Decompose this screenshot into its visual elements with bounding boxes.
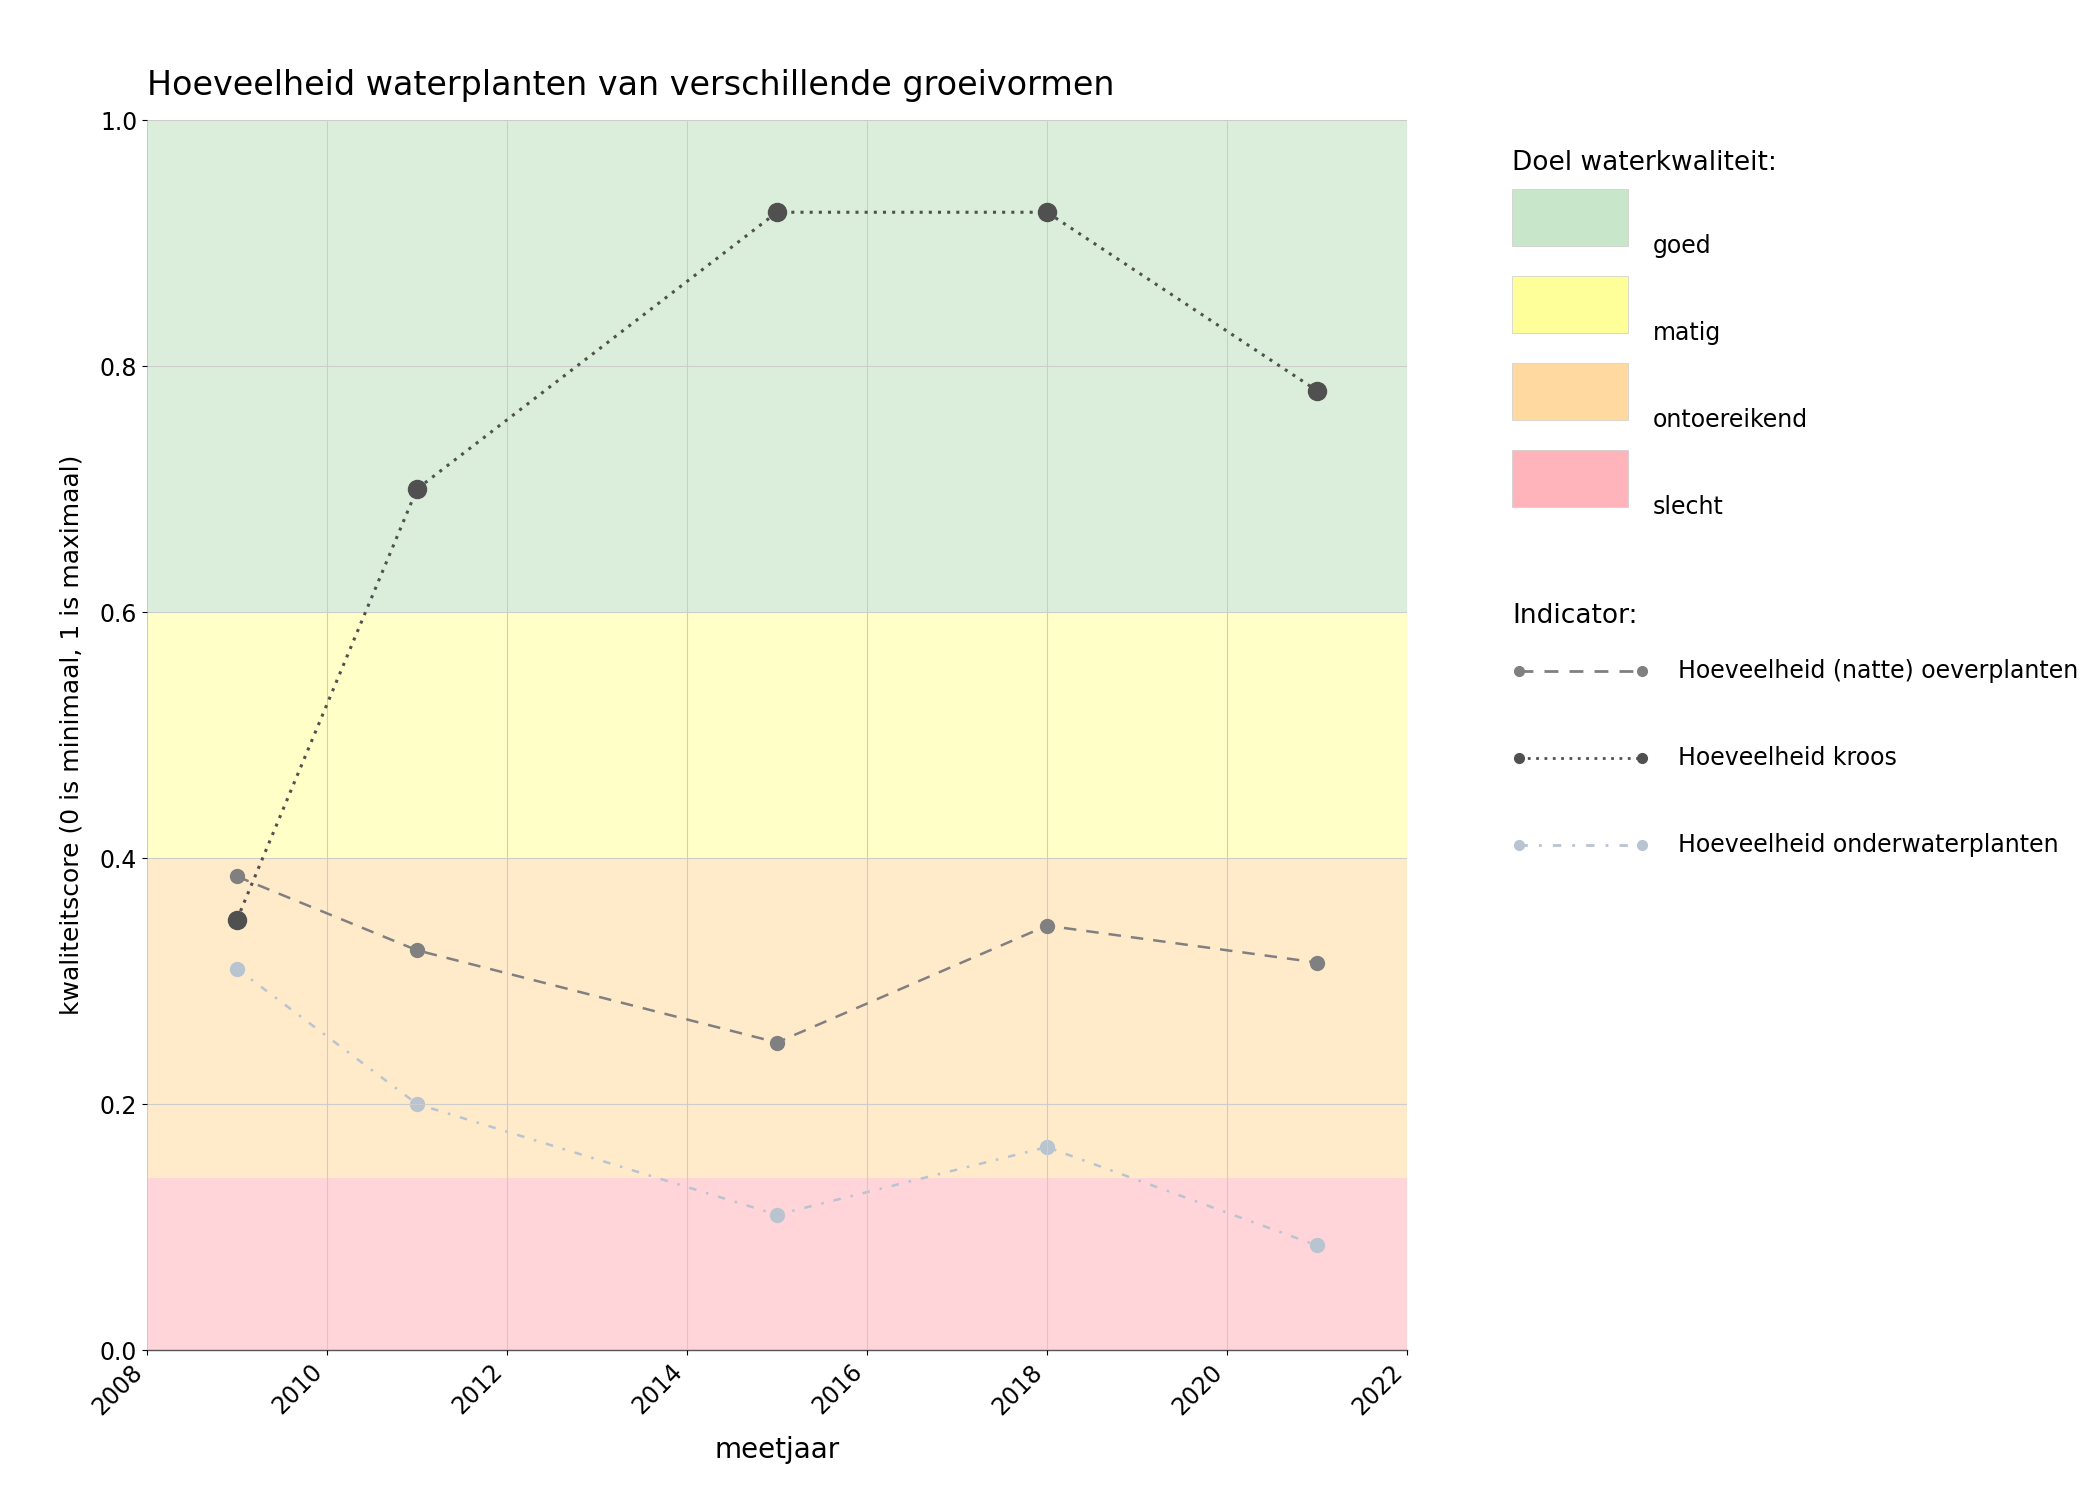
Text: ontoereikend: ontoereikend xyxy=(1653,408,1808,432)
Text: Hoeveelheid waterplanten van verschillende groeivormen: Hoeveelheid waterplanten van verschillen… xyxy=(147,69,1115,102)
X-axis label: meetjaar: meetjaar xyxy=(714,1436,840,1464)
Y-axis label: kwaliteitscore (0 is minimaal, 1 is maximaal): kwaliteitscore (0 is minimaal, 1 is maxi… xyxy=(59,454,84,1016)
Bar xyxy=(147,1178,1407,1350)
Text: Indicator:: Indicator: xyxy=(1512,603,1638,628)
Text: goed: goed xyxy=(1653,234,1711,258)
Bar xyxy=(147,612,1407,858)
Text: Hoeveelheid (natte) oeverplanten: Hoeveelheid (natte) oeverplanten xyxy=(1678,658,2079,682)
Bar xyxy=(147,858,1407,1178)
Text: matig: matig xyxy=(1653,321,1722,345)
Text: Hoeveelheid onderwaterplanten: Hoeveelheid onderwaterplanten xyxy=(1678,833,2058,856)
Text: slecht: slecht xyxy=(1653,495,1724,519)
Text: Doel waterkwaliteit:: Doel waterkwaliteit: xyxy=(1512,150,1777,176)
Text: Hoeveelheid kroos: Hoeveelheid kroos xyxy=(1678,746,1896,770)
Bar xyxy=(147,120,1407,612)
